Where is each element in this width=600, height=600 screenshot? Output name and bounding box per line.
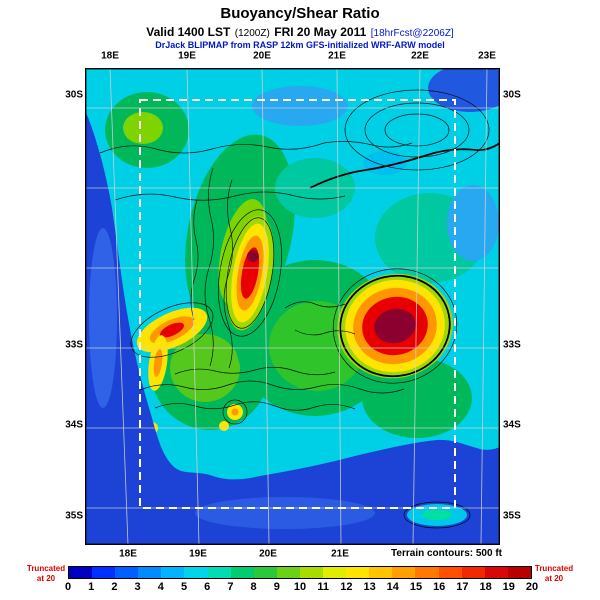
lat-tick-label-left: 34S	[65, 419, 83, 431]
terrain-contour-lines-bold	[309, 142, 500, 378]
terrain-contour-lines	[99, 89, 490, 529]
truncated-note-line1: Truncated	[26, 564, 66, 573]
colorbar-value-label: 5	[180, 581, 188, 593]
lat-tick-label-right: 34S	[503, 419, 521, 431]
colorbar-value-label: 8	[250, 581, 257, 593]
colorbar-segment	[92, 567, 116, 578]
colorbar-segment	[69, 567, 93, 578]
truncated-note-line1: Truncated	[534, 564, 574, 573]
lon-tick-label-top: 20E	[253, 50, 271, 62]
lon-tick-label-bottom: 21E	[331, 548, 349, 560]
model-attribution: DrJack BLIPMAP from RASP 12km GFS-initia…	[155, 40, 445, 50]
terrain-contours-note: Terrain contours: 500 ft	[391, 548, 502, 559]
colorbar-values: 0 1 2 3 4 5 6 7 8 9 10 11 12 13 14 15 16 17 18 19 20	[64, 581, 538, 595]
colorbar-value-label: 15	[409, 581, 423, 593]
lon-tick-label-bottom: 19E	[189, 548, 207, 560]
colorbar-segment	[346, 567, 370, 578]
colorbar-segment	[461, 567, 485, 578]
truncated-note-left: Truncated at 20	[26, 564, 66, 584]
colorbar-segment	[323, 567, 347, 578]
colorbar-value-label: 13	[363, 581, 376, 593]
colorbar-segment	[184, 567, 208, 578]
map-frame	[85, 68, 500, 545]
colorbar-segment	[276, 567, 300, 578]
lon-tick-label-top: 21E	[328, 50, 346, 62]
colorbar-value-label: 3	[134, 581, 141, 593]
valid-date-label: FRI 20 May 2011	[274, 25, 367, 39]
truncated-note-right: Truncated at 20	[534, 564, 574, 584]
lat-tick-label-right: 33S	[503, 339, 521, 351]
colorbar-value-label: 9	[273, 581, 280, 593]
colorbar-segment	[369, 567, 393, 578]
inner-domain-dashed-boundary	[139, 99, 456, 509]
colorbar-value-label: 18	[479, 581, 492, 593]
lat-tick-label-left: 30S	[65, 89, 83, 101]
colorbar-segment	[438, 567, 462, 578]
lon-tick-label-top: 19E	[178, 50, 196, 62]
lon-tick-label-top: 22E	[411, 50, 429, 62]
colorbar-value-label: 17	[456, 581, 469, 593]
map-canvas	[85, 68, 500, 545]
lat-tick-label-right: 30S	[503, 89, 521, 101]
colorbar-value-label: 0	[64, 581, 72, 593]
colorbar-value-label: 20	[525, 581, 539, 593]
colorbar-value-label: 11	[317, 581, 330, 593]
truncated-note-line2: at 20	[36, 574, 56, 583]
colorbar-segment	[299, 567, 324, 578]
zulu-time-label: (1200Z)	[234, 28, 270, 39]
lon-tick-label-bottom: 20E	[259, 548, 277, 560]
colorbar-segment	[484, 567, 508, 578]
lon-tick-label-top: 23E	[478, 50, 496, 62]
colorbar-value-label: 14	[386, 581, 399, 593]
valid-time-label: Valid 1400 LST	[146, 25, 231, 39]
lat-tick-label-left: 33S	[65, 339, 83, 351]
colorbar-value-label: 10	[293, 581, 307, 593]
colorbar-value-label: 16	[433, 581, 446, 593]
colorbar-segment	[138, 567, 162, 578]
colorbar-value-label: 19	[502, 581, 515, 593]
colorbar-segment	[115, 567, 139, 578]
lon-tick-label-top: 18E	[101, 50, 119, 62]
colorbar-value-label: 7	[227, 581, 234, 593]
colorbar-value-label: 2	[111, 581, 118, 593]
colorbar-segment	[207, 567, 231, 578]
colorbar-value-label: 6	[204, 581, 211, 593]
colorbar	[68, 566, 532, 579]
colorbar-segment	[230, 567, 254, 578]
colorbar-value-label: 4	[157, 581, 164, 593]
valid-time-line: Valid 1400 LST (1200Z) FRI 20 May 2011 […	[0, 23, 600, 41]
lat-tick-label-right: 35S	[503, 510, 521, 522]
colorbar-segment	[415, 567, 439, 578]
colorbar-segment	[507, 567, 531, 578]
page-title: Buoyancy/Shear Ratio	[220, 5, 380, 22]
truncated-note-line2: at 20	[544, 574, 564, 583]
colorbar-segment	[161, 567, 185, 578]
colorbar-value-label: 1	[88, 581, 95, 593]
forecast-tag-label: [18hrFcst@2206Z]	[370, 28, 454, 39]
colorbar-segment	[253, 567, 277, 578]
colorbar-value-label: 12	[340, 581, 353, 593]
lon-tick-label-bottom: 18E	[119, 548, 137, 560]
lat-tick-label-left: 35S	[65, 510, 83, 522]
colorbar-segment	[392, 567, 416, 578]
